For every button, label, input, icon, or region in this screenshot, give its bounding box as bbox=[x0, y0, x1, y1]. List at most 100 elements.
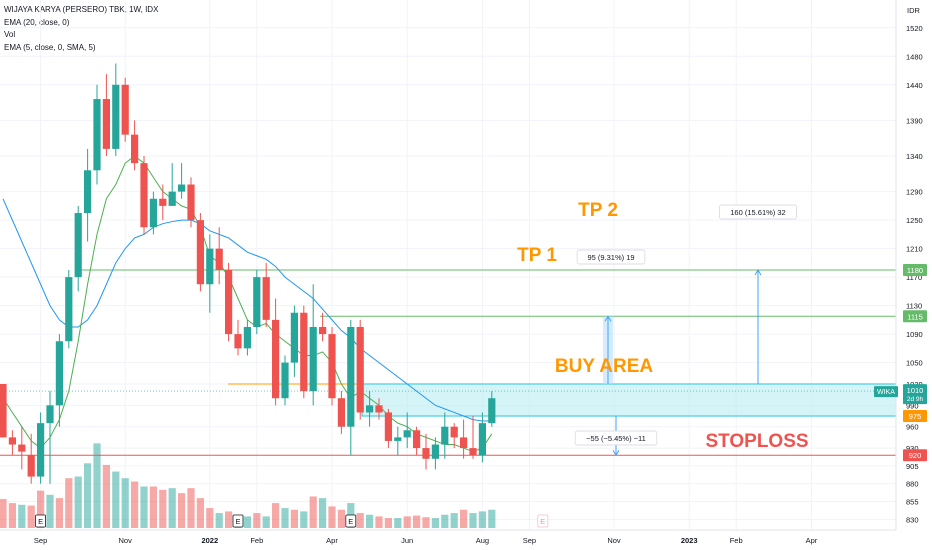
stoploss-label: STOPLOSS bbox=[705, 431, 808, 452]
measure-tp1-label-box bbox=[576, 249, 646, 265]
tp2-label: TP 2 bbox=[578, 200, 618, 221]
candle-body bbox=[196, 220, 204, 285]
candle-body bbox=[253, 277, 261, 327]
candle-body bbox=[403, 430, 411, 438]
chart-legend: WIJAYA KARYA (PERSERO) TBK, 1W, IDX EMA … bbox=[4, 4, 158, 54]
volume-bar bbox=[178, 493, 186, 528]
measure-tp2-label: 160 (15.61%) 32 bbox=[730, 208, 785, 217]
ema20-line bbox=[2, 198, 492, 422]
candle-body bbox=[74, 213, 82, 278]
candle-body bbox=[319, 326, 327, 335]
volume-bar bbox=[206, 508, 214, 528]
indicator-ema5[interactable]: EMA (5, close, 0, SMA, 5) bbox=[4, 42, 96, 52]
candle-body bbox=[478, 423, 486, 456]
volume-bar bbox=[112, 471, 120, 528]
candle-body bbox=[178, 184, 186, 192]
time-tick-label: 2022 bbox=[201, 536, 218, 545]
candle-body bbox=[112, 84, 120, 149]
indicator-ema20[interactable]: EMA (20, close, 0) bbox=[4, 17, 70, 27]
earnings-marker bbox=[35, 514, 46, 528]
volume-bar bbox=[253, 513, 261, 528]
volume-bar bbox=[328, 506, 336, 528]
tp1-label: TP 1 bbox=[517, 245, 557, 266]
symbol-tag: WIKA bbox=[877, 389, 895, 396]
volume-bar bbox=[149, 486, 157, 528]
candle-body bbox=[366, 405, 374, 413]
indicator-volume[interactable]: Vol bbox=[4, 30, 16, 39]
countdown-tag: 2d 9h bbox=[907, 396, 924, 403]
earnings-marker-label: E bbox=[540, 517, 545, 526]
volume-bar bbox=[93, 443, 101, 528]
buy-area-label: BUY AREA bbox=[555, 356, 653, 377]
price-tick-label: 930 bbox=[906, 444, 919, 453]
candle-body bbox=[441, 426, 449, 445]
candle-body bbox=[243, 326, 251, 349]
chart-title[interactable]: WIJAYA KARYA (PERSERO) TBK, 1W, IDX bbox=[4, 5, 159, 14]
price-tick-label: 1090 bbox=[906, 330, 923, 339]
price-tick-label: 1250 bbox=[906, 216, 923, 225]
volume-bar bbox=[159, 489, 167, 528]
candle-body bbox=[37, 423, 45, 477]
candle-body bbox=[65, 277, 73, 342]
measure-stop-arrow-head bbox=[612, 449, 620, 457]
volume-bar bbox=[74, 476, 82, 528]
stoploss-price-tag: 920 bbox=[909, 451, 922, 460]
candle-body bbox=[431, 444, 439, 459]
candle-body bbox=[8, 437, 16, 445]
volume-bar bbox=[55, 498, 63, 528]
time-tick-label: Sep bbox=[523, 536, 536, 545]
buy-low-price-tag-bg bbox=[903, 410, 927, 423]
volume-bar bbox=[441, 514, 449, 528]
candle-body bbox=[356, 326, 364, 413]
earnings-marker bbox=[345, 514, 357, 528]
volume-bar bbox=[0, 498, 7, 528]
last-price-tag-bg bbox=[903, 384, 927, 405]
candle-body bbox=[93, 99, 101, 171]
volume-bar bbox=[262, 516, 270, 528]
tp2-price-tag: 1180 bbox=[907, 266, 923, 275]
price-tick-label: 905 bbox=[906, 462, 919, 471]
candle-body bbox=[375, 405, 383, 413]
price-tick-label: 830 bbox=[906, 515, 919, 524]
candle-body bbox=[187, 184, 195, 221]
candle-body bbox=[422, 448, 430, 459]
volume-bar bbox=[8, 503, 16, 528]
currency-label: IDR bbox=[907, 6, 921, 15]
volume-bar bbox=[225, 511, 233, 528]
price-tick-label: 1130 bbox=[906, 302, 922, 311]
volume-bar bbox=[243, 516, 251, 528]
symbol-tag-bg bbox=[874, 386, 898, 398]
volume-bar bbox=[196, 498, 204, 528]
measure-tp1-arrow-head bbox=[604, 315, 612, 322]
volume-bar bbox=[187, 488, 195, 528]
volume-bar bbox=[300, 511, 308, 528]
volume-bar bbox=[281, 508, 289, 528]
earnings-marker-label: E bbox=[38, 517, 43, 526]
grid-lines bbox=[0, 0, 896, 530]
earnings-marker-label: E bbox=[348, 517, 353, 526]
tp1-price-tag: 1115 bbox=[907, 312, 923, 321]
measure-tp1-label: 95 (9.31%) 19 bbox=[587, 253, 634, 262]
time-tick-label: Jun bbox=[401, 536, 413, 545]
volume-bar bbox=[384, 518, 392, 528]
price-tick-label: 990 bbox=[906, 401, 919, 410]
price-tick-label: 1390 bbox=[906, 116, 923, 125]
earnings-marker bbox=[537, 514, 549, 528]
measure-tp2-arrow-head bbox=[754, 269, 762, 276]
candle-body bbox=[121, 84, 129, 135]
volume-bar bbox=[121, 478, 129, 528]
candle-body bbox=[469, 448, 477, 456]
volume-bar bbox=[131, 481, 139, 528]
candle-body bbox=[413, 430, 421, 449]
measure-stop-label-box bbox=[574, 430, 658, 446]
volume-bar bbox=[431, 518, 439, 528]
price-tick-label: 1340 bbox=[906, 152, 923, 161]
candle-body bbox=[290, 312, 298, 363]
volume-bar bbox=[413, 515, 421, 528]
volume-bar bbox=[356, 513, 364, 528]
price-tick-label: 1440 bbox=[906, 81, 923, 90]
time-tick-label: Nov bbox=[119, 536, 133, 545]
volume-bar bbox=[290, 509, 298, 528]
candle-body bbox=[347, 326, 355, 427]
